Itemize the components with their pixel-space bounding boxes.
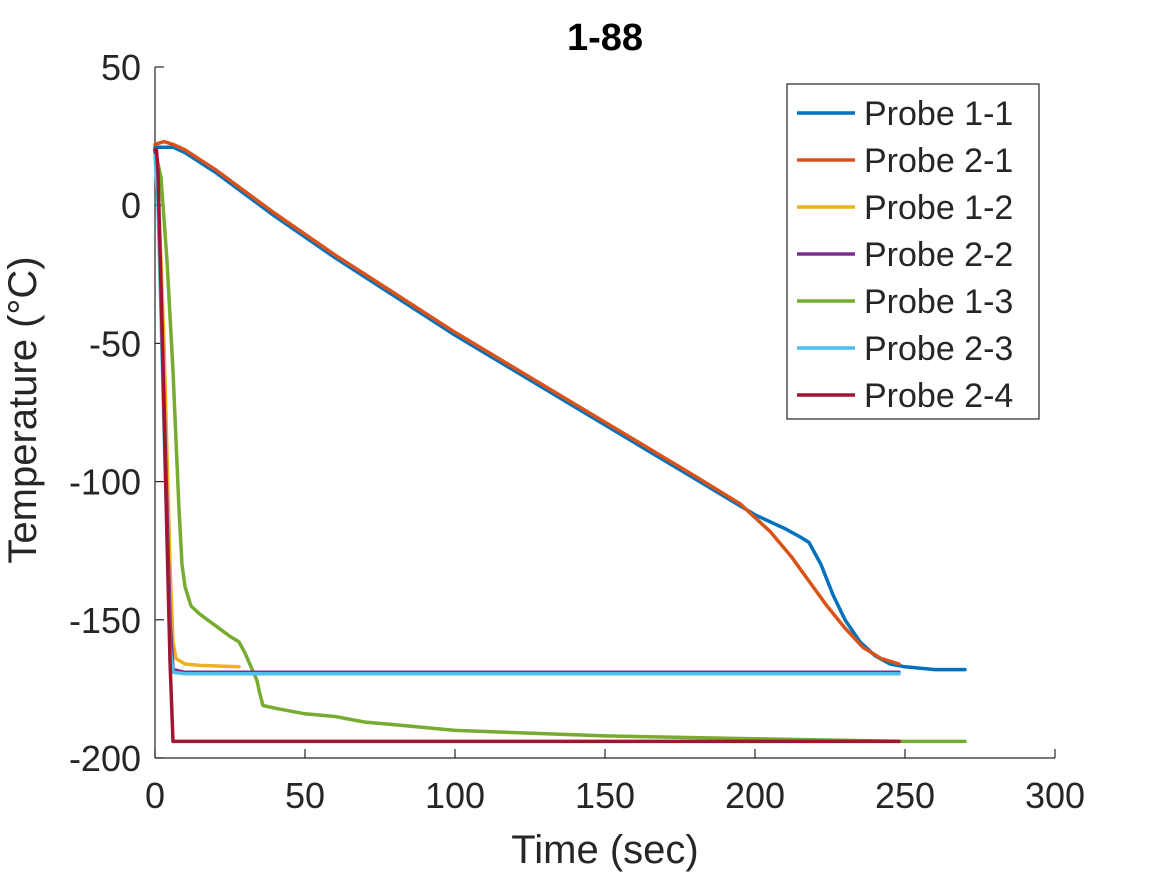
legend: Probe 1-1 Probe 2-1 Probe 1-2 Probe 2-2 Prob…: [786, 83, 1040, 420]
y-tick-label: -150: [69, 600, 141, 641]
legend-label: Probe 2-2: [864, 236, 1013, 274]
y-tick-label: 50: [101, 47, 141, 88]
x-tick-label: 0: [145, 775, 165, 816]
x-tick-label: 100: [425, 775, 485, 816]
y-tick-label: 0: [121, 185, 141, 226]
y-tick-label: -100: [69, 462, 141, 503]
axis-ticks: 0 50 100 150 200 250 300 50 0 -50 -100 -150 -200: [69, 47, 1085, 816]
legend-label: Probe 2-1: [864, 142, 1013, 180]
x-axis-label: Time (sec): [511, 828, 698, 872]
series-lines: [153, 139, 967, 744]
y-tick-label: -200: [69, 738, 141, 779]
x-tick-label: 300: [1025, 775, 1085, 816]
legend-label: Probe 1-1: [864, 95, 1013, 133]
legend-label: Probe 2-4: [864, 377, 1013, 415]
x-tick-label: 150: [575, 775, 635, 816]
legend-label: Probe 1-2: [864, 189, 1013, 227]
legend-label: Probe 2-3: [864, 330, 1013, 368]
x-tick-label: 200: [725, 775, 785, 816]
series-line-probe-2-4: [153, 148, 901, 744]
x-tick-label: 50: [285, 775, 325, 816]
y-tick-label: -50: [89, 323, 141, 364]
legend-box: [786, 83, 1040, 420]
legend-label: Probe 1-3: [864, 283, 1013, 321]
chart-title: 1-88: [567, 17, 643, 59]
y-axis-label: Temperature (°C): [1, 256, 45, 563]
series-line-probe-2-1: [153, 139, 901, 666]
series-line-probe-1-3: [153, 148, 967, 744]
x-tick-label: 250: [875, 775, 935, 816]
